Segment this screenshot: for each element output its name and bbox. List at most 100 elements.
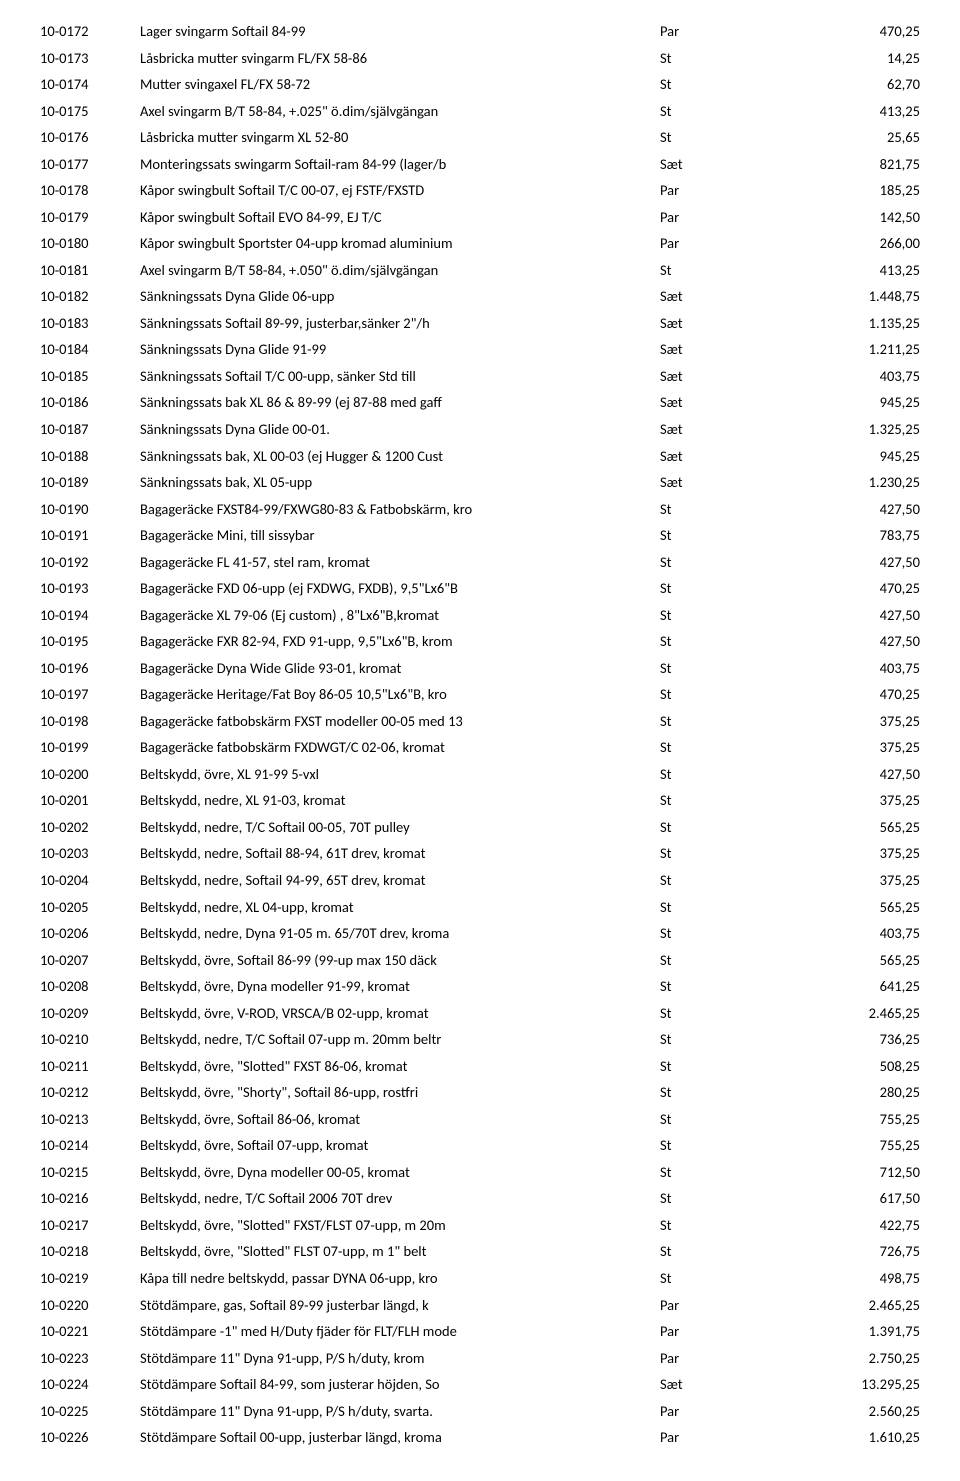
- part-price: 1.610,25: [750, 1424, 920, 1451]
- part-unit: St: [660, 814, 750, 841]
- table-row: 10-0218Beltskydd, övre, "Slotted" FLST 0…: [40, 1238, 920, 1265]
- table-row: 10-0220Stötdämpare, gas, Softail 89-99 j…: [40, 1292, 920, 1319]
- table-row: 10-0199Bagageräcke fatbobskärm FXDWGT/C …: [40, 734, 920, 761]
- part-description: Beltskydd, övre, Softail 07-upp, kromat: [140, 1132, 660, 1159]
- part-unit: St: [660, 1159, 750, 1186]
- part-description: Beltskydd, övre, Softail 86-06, kromat: [140, 1106, 660, 1133]
- part-price: 427,50: [750, 602, 920, 629]
- part-description: Bagageräcke FXST84-99/FXWG80-83 & Fatbob…: [140, 496, 660, 523]
- part-description: Beltskydd, övre, Dyna modeller 00-05, kr…: [140, 1159, 660, 1186]
- part-code: 10-0209: [40, 1000, 140, 1027]
- part-price: 375,25: [750, 734, 920, 761]
- table-row: 10-0187Sänkningssats Dyna Glide 00-01.Sæ…: [40, 416, 920, 443]
- table-row: 10-0173Låsbricka mutter svingarm FL/FX 5…: [40, 45, 920, 72]
- part-price: 1.230,25: [750, 469, 920, 496]
- table-row: 10-0211Beltskydd, övre, "Slotted" FXST 8…: [40, 1053, 920, 1080]
- table-row: 10-0189Sänkningssats bak, XL 05-uppSæt1.…: [40, 469, 920, 496]
- part-unit: St: [660, 761, 750, 788]
- part-code: 10-0216: [40, 1185, 140, 1212]
- part-description: Bagageräcke Heritage/Fat Boy 86-05 10,5"…: [140, 681, 660, 708]
- part-description: Sänkningssats Softail 89-99, justerbar,s…: [140, 310, 660, 337]
- part-price: 617,50: [750, 1185, 920, 1212]
- part-price: 470,25: [750, 18, 920, 45]
- part-description: Beltskydd, övre, "Slotted" FXST/FLST 07-…: [140, 1212, 660, 1239]
- part-description: Lager svingarm Softail 84-99: [140, 18, 660, 45]
- part-unit: Par: [660, 177, 750, 204]
- part-code: 10-0178: [40, 177, 140, 204]
- table-row: 10-0174Mutter svingaxel FL/FX 58-72St62,…: [40, 71, 920, 98]
- part-description: Bagageräcke XL 79-06 (Ej custom) , 8"Lx6…: [140, 602, 660, 629]
- part-code: 10-0182: [40, 283, 140, 310]
- part-description: Sänkningssats Softail T/C 00-upp, sänker…: [140, 363, 660, 390]
- part-code: 10-0218: [40, 1238, 140, 1265]
- part-code: 10-0204: [40, 867, 140, 894]
- part-unit: Sæt: [660, 151, 750, 178]
- part-price: 712,50: [750, 1159, 920, 1186]
- table-row: 10-0179Kåpor swingbult Softail EVO 84-99…: [40, 204, 920, 231]
- part-price: 422,75: [750, 1212, 920, 1239]
- part-unit: Sæt: [660, 416, 750, 443]
- part-code: 10-0189: [40, 469, 140, 496]
- table-row: 10-0202Beltskydd, nedre, T/C Softail 00-…: [40, 814, 920, 841]
- part-code: 10-0221: [40, 1318, 140, 1345]
- part-code: 10-0211: [40, 1053, 140, 1080]
- part-price: 427,50: [750, 761, 920, 788]
- part-code: 10-0201: [40, 787, 140, 814]
- part-unit: St: [660, 681, 750, 708]
- part-price: 736,25: [750, 1026, 920, 1053]
- part-price: 413,25: [750, 257, 920, 284]
- table-row: 10-0197Bagageräcke Heritage/Fat Boy 86-0…: [40, 681, 920, 708]
- part-price: 427,50: [750, 628, 920, 655]
- part-price: 1.448,75: [750, 283, 920, 310]
- part-unit: St: [660, 1053, 750, 1080]
- part-code: 10-0203: [40, 840, 140, 867]
- part-unit: Par: [660, 230, 750, 257]
- part-price: 945,25: [750, 389, 920, 416]
- part-price: 755,25: [750, 1132, 920, 1159]
- part-price: 1.211,25: [750, 336, 920, 363]
- part-code: 10-0183: [40, 310, 140, 337]
- part-unit: Sæt: [660, 389, 750, 416]
- part-description: Stötdämpare Softail 84-99, som justerar …: [140, 1371, 660, 1398]
- part-description: Mutter svingaxel FL/FX 58-72: [140, 71, 660, 98]
- part-price: 403,75: [750, 655, 920, 682]
- table-row: 10-0208Beltskydd, övre, Dyna modeller 91…: [40, 973, 920, 1000]
- part-description: Axel svingarm B/T 58-84, +.025" ö.dim/sj…: [140, 98, 660, 125]
- table-row: 10-0183Sänkningssats Softail 89-99, just…: [40, 310, 920, 337]
- part-price: 2.560,25: [750, 1398, 920, 1425]
- table-row: 10-0226Stötdämpare Softail 00-upp, juste…: [40, 1424, 920, 1451]
- table-row: 10-0205Beltskydd, nedre, XL 04-upp, krom…: [40, 894, 920, 921]
- part-description: Sänkningssats bak XL 86 & 89-99 (ej 87-8…: [140, 389, 660, 416]
- part-description: Bagageräcke Dyna Wide Glide 93-01, kroma…: [140, 655, 660, 682]
- part-price: 565,25: [750, 814, 920, 841]
- table-row: 10-0200Beltskydd, övre, XL 91-99 5-vxlSt…: [40, 761, 920, 788]
- part-code: 10-0192: [40, 549, 140, 576]
- table-row: 10-0191Bagageräcke Mini, till sissybarSt…: [40, 522, 920, 549]
- part-code: 10-0205: [40, 894, 140, 921]
- part-code: 10-0202: [40, 814, 140, 841]
- part-price: 2.465,25: [750, 1000, 920, 1027]
- part-description: Kåpor swingbult Sportster 04-upp kromad …: [140, 230, 660, 257]
- part-price: 641,25: [750, 973, 920, 1000]
- part-code: 10-0224: [40, 1371, 140, 1398]
- part-unit: St: [660, 1185, 750, 1212]
- part-price: 945,25: [750, 443, 920, 470]
- part-code: 10-0184: [40, 336, 140, 363]
- part-description: Kåpor swingbult Softail EVO 84-99, EJ T/…: [140, 204, 660, 231]
- part-code: 10-0226: [40, 1424, 140, 1451]
- table-row: 10-0206Beltskydd, nedre, Dyna 91-05 m. 6…: [40, 920, 920, 947]
- part-description: Beltskydd, nedre, Dyna 91-05 m. 65/70T d…: [140, 920, 660, 947]
- part-price: 375,25: [750, 708, 920, 735]
- part-unit: St: [660, 522, 750, 549]
- part-unit: St: [660, 71, 750, 98]
- part-description: Beltskydd, nedre, T/C Softail 2006 70T d…: [140, 1185, 660, 1212]
- part-description: Sänkningssats bak, XL 00-03 (ej Hugger &…: [140, 443, 660, 470]
- part-unit: Sæt: [660, 283, 750, 310]
- part-code: 10-0210: [40, 1026, 140, 1053]
- part-price: 427,50: [750, 549, 920, 576]
- part-price: 142,50: [750, 204, 920, 231]
- part-unit: St: [660, 1132, 750, 1159]
- part-description: Stötdämpare 11" Dyna 91-upp, P/S h/duty,…: [140, 1345, 660, 1372]
- part-code: 10-0195: [40, 628, 140, 655]
- part-description: Bagageräcke fatbobskärm FXDWGT/C 02-06, …: [140, 734, 660, 761]
